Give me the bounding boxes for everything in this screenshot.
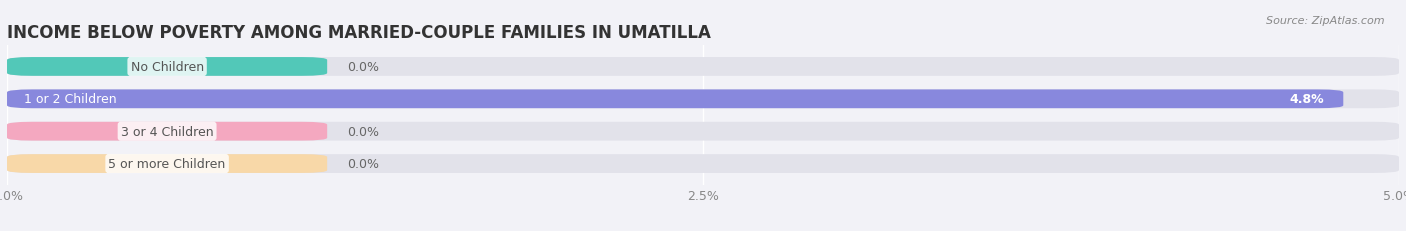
Text: 0.0%: 0.0% bbox=[347, 61, 378, 74]
Text: 4.8%: 4.8% bbox=[1289, 93, 1324, 106]
FancyBboxPatch shape bbox=[7, 58, 1399, 76]
Text: 5 or more Children: 5 or more Children bbox=[108, 157, 226, 170]
FancyBboxPatch shape bbox=[7, 122, 328, 141]
Text: No Children: No Children bbox=[131, 61, 204, 74]
Text: 3 or 4 Children: 3 or 4 Children bbox=[121, 125, 214, 138]
FancyBboxPatch shape bbox=[7, 90, 1343, 109]
Text: 0.0%: 0.0% bbox=[347, 157, 378, 170]
FancyBboxPatch shape bbox=[7, 58, 328, 76]
Text: 1 or 2 Children: 1 or 2 Children bbox=[24, 93, 117, 106]
Text: Source: ZipAtlas.com: Source: ZipAtlas.com bbox=[1267, 16, 1385, 26]
FancyBboxPatch shape bbox=[7, 155, 328, 173]
FancyBboxPatch shape bbox=[7, 90, 1399, 109]
FancyBboxPatch shape bbox=[7, 155, 1399, 173]
Text: 0.0%: 0.0% bbox=[347, 125, 378, 138]
Text: INCOME BELOW POVERTY AMONG MARRIED-COUPLE FAMILIES IN UMATILLA: INCOME BELOW POVERTY AMONG MARRIED-COUPL… bbox=[7, 24, 711, 42]
FancyBboxPatch shape bbox=[7, 122, 1399, 141]
